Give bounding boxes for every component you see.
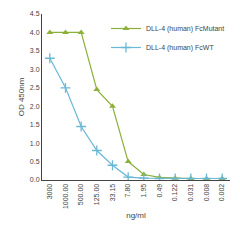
svg-text:0.008: 0.008	[203, 184, 210, 202]
svg-text:0.031: 0.031	[187, 184, 194, 202]
svg-text:125.00: 125.00	[93, 184, 100, 206]
svg-text:4.0: 4.0	[30, 29, 40, 36]
svg-text:DLL-4 (human) FcWT: DLL-4 (human) FcWT	[146, 44, 214, 52]
svg-text:1.5: 1.5	[30, 121, 40, 128]
svg-text:ng/ml: ng/ml	[126, 211, 146, 220]
svg-text:0.0: 0.0	[30, 176, 40, 183]
svg-text:0.122: 0.122	[171, 184, 178, 202]
svg-text:33.15: 33.15	[109, 184, 116, 202]
svg-text:7.80: 7.80	[124, 184, 131, 198]
svg-text:1000.00: 1000.00	[62, 184, 69, 209]
svg-text:2.0: 2.0	[30, 103, 40, 110]
svg-text:1.0: 1.0	[30, 140, 40, 147]
svg-text:2.5: 2.5	[30, 84, 40, 91]
svg-text:0.002: 0.002	[218, 184, 225, 202]
svg-text:3000: 3000	[46, 184, 53, 200]
svg-text:4.5: 4.5	[30, 10, 40, 17]
svg-text:DLL-4 (human) FcMutant: DLL-4 (human) FcMutant	[146, 25, 224, 33]
svg-text:500.00: 500.00	[77, 184, 84, 206]
svg-text:1.95: 1.95	[140, 184, 147, 198]
svg-text:OD 450nm: OD 450nm	[17, 77, 26, 116]
svg-text:0.49: 0.49	[156, 184, 163, 198]
svg-text:0.5: 0.5	[30, 158, 40, 165]
svg-text:3.0: 3.0	[30, 66, 40, 73]
svg-text:3.5: 3.5	[30, 47, 40, 54]
